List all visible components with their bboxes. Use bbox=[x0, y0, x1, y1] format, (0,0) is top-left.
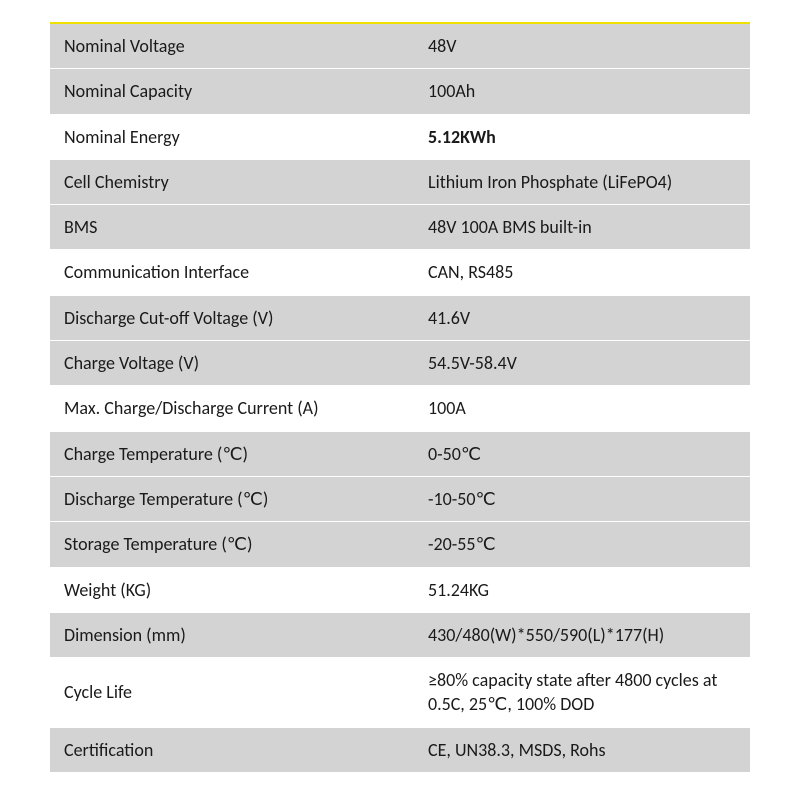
spec-value: Lithium Iron Phosphate (LiFePO4) bbox=[414, 159, 750, 204]
spec-label: Nominal Capacity bbox=[50, 69, 414, 114]
table-row: Charge Voltage (V)54.5V-58.4V bbox=[50, 341, 750, 386]
spec-value: 100A bbox=[414, 386, 750, 431]
spec-value: CE, UN38.3, MSDS, Rohs bbox=[414, 727, 750, 772]
table-row: Storage Temperature (℃)-20-55℃ bbox=[50, 522, 750, 567]
table-row: Nominal Energy5.12KWh bbox=[50, 114, 750, 159]
spec-value: 100Ah bbox=[414, 69, 750, 114]
spec-label: Charge Temperature (℃) bbox=[50, 431, 414, 476]
spec-label: Cycle Life bbox=[50, 658, 414, 728]
spec-label: Max. Charge/Discharge Current (A) bbox=[50, 386, 414, 431]
spec-value: -20-55℃ bbox=[414, 522, 750, 567]
spec-label: Cell Chemistry bbox=[50, 159, 414, 204]
table-row: Charge Temperature (℃)0-50℃ bbox=[50, 431, 750, 476]
table-row: Max. Charge/Discharge Current (A)100A bbox=[50, 386, 750, 431]
spec-label: Weight (KG) bbox=[50, 567, 414, 612]
spec-value: 41.6V bbox=[414, 295, 750, 340]
spec-label: BMS bbox=[50, 205, 414, 250]
spec-value: 51.24KG bbox=[414, 567, 750, 612]
spec-value: 5.12KWh bbox=[414, 114, 750, 159]
table-row: Cycle Life≥80% capacity state after 4800… bbox=[50, 658, 750, 728]
spec-value: 0-50℃ bbox=[414, 431, 750, 476]
table-row: BMS48V 100A BMS built-in bbox=[50, 205, 750, 250]
spec-value: CAN, RS485 bbox=[414, 250, 750, 295]
table-row: CertificationCE, UN38.3, MSDS, Rohs bbox=[50, 727, 750, 772]
spec-label: Dimension (mm) bbox=[50, 612, 414, 657]
spec-value: ≥80% capacity state after 4800 cycles at… bbox=[414, 658, 750, 728]
spec-value: -10-50℃ bbox=[414, 476, 750, 521]
spec-table: Nominal Voltage48VNominal Capacity100AhN… bbox=[50, 22, 750, 773]
table-row: Communication InterfaceCAN, RS485 bbox=[50, 250, 750, 295]
spec-value: 430/480(W)*550/590(L)*177(H) bbox=[414, 612, 750, 657]
spec-label: Charge Voltage (V) bbox=[50, 341, 414, 386]
table-row: Nominal Voltage48V bbox=[50, 23, 750, 69]
spec-label: Discharge Cut-off Voltage (V) bbox=[50, 295, 414, 340]
table-row: Nominal Capacity100Ah bbox=[50, 69, 750, 114]
spec-label: Communication Interface bbox=[50, 250, 414, 295]
spec-value: 48V 100A BMS built-in bbox=[414, 205, 750, 250]
table-row: Dimension (mm)430/480(W)*550/590(L)*177(… bbox=[50, 612, 750, 657]
table-row: Discharge Temperature (℃)-10-50℃ bbox=[50, 476, 750, 521]
spec-value: 54.5V-58.4V bbox=[414, 341, 750, 386]
table-row: Weight (KG)51.24KG bbox=[50, 567, 750, 612]
spec-table-body: Nominal Voltage48VNominal Capacity100AhN… bbox=[50, 23, 750, 773]
spec-label: Nominal Voltage bbox=[50, 23, 414, 69]
spec-label: Certification bbox=[50, 727, 414, 772]
table-row: Cell ChemistryLithium Iron Phosphate (Li… bbox=[50, 159, 750, 204]
spec-value: 48V bbox=[414, 23, 750, 69]
spec-label: Nominal Energy bbox=[50, 114, 414, 159]
spec-label: Discharge Temperature (℃) bbox=[50, 476, 414, 521]
table-row: Discharge Cut-off Voltage (V)41.6V bbox=[50, 295, 750, 340]
spec-label: Storage Temperature (℃) bbox=[50, 522, 414, 567]
